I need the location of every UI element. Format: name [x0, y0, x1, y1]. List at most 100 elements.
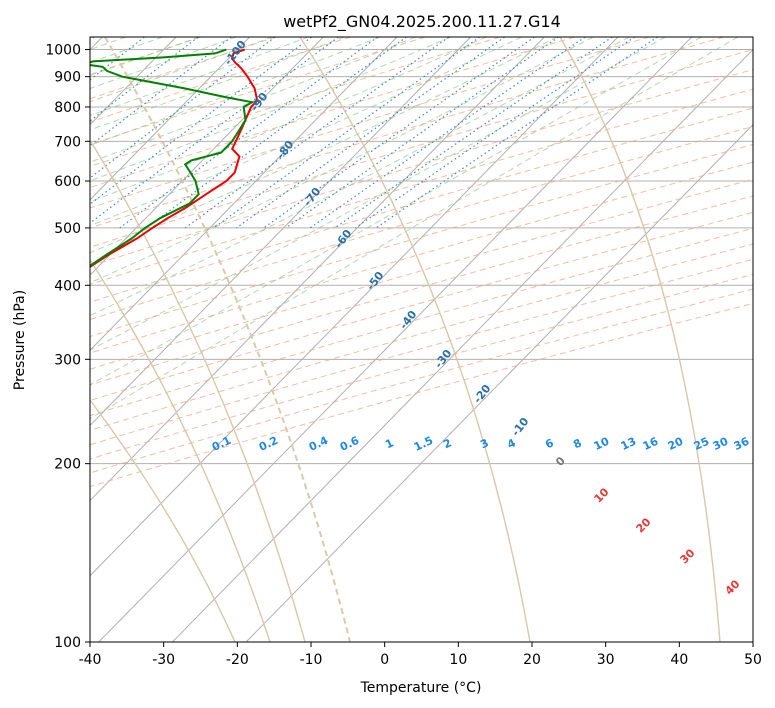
dry-adiabat-label: -30: [432, 347, 455, 371]
mixing-ratio-label: 13: [619, 435, 638, 453]
dry-adiabat-line: [90, 258, 753, 446]
moist-adiabat-label: 10: [592, 485, 612, 505]
dry-adiabat-line: [90, 273, 753, 460]
sounding-series: [90, 48, 259, 269]
isotherm-line: [90, 37, 398, 351]
dry-adiabat-line: [90, 37, 650, 209]
dry-adiabat-line: [90, 243, 753, 431]
moist-adiabat-line: [90, 37, 702, 386]
mixing-ratio-label: 0.2: [257, 434, 280, 454]
dry-adiabat-line: [90, 37, 725, 229]
mixing-ratio-line: [236, 37, 505, 229]
chart-title: wetPf2_GN04.2025.200.11.27.G14: [283, 12, 561, 32]
moist-adiabat-line: [90, 37, 522, 227]
dry-adiabat-line: [90, 195, 753, 386]
dry-adiabat-line: [90, 161, 753, 354]
moist-adiabat-line: [90, 37, 666, 351]
dry-adiabat-label: -60: [332, 227, 355, 251]
reference-curves: [90, 37, 721, 642]
dry-adiabat-line: [90, 288, 753, 474]
mixing-ratio-line: [184, 37, 450, 229]
plot-frame: [89, 36, 754, 643]
moist-adiabat-label: 40: [723, 577, 743, 597]
isotherm-line: [90, 37, 471, 427]
mixing-ratio-label: 4: [505, 436, 518, 451]
x-tick-label: 20: [523, 652, 541, 668]
mixing-ratio-label: 25: [692, 435, 711, 453]
dry-adiabat-line: [90, 37, 276, 100]
isotherm-lines: [90, 37, 753, 642]
mixing-ratio-line: [90, 37, 339, 224]
mixing-ratio-label: 0.1: [210, 434, 233, 454]
x-axis-label: Temperature (°C): [360, 680, 482, 696]
moist-adiabat-line: [90, 37, 630, 317]
isotherm-line: [98, 37, 692, 642]
x-tick-label: -20: [226, 652, 249, 668]
moist-adiabat-line: [90, 37, 487, 203]
mixing-ratio-lines: [90, 37, 658, 229]
dry-adiabat-line: [90, 302, 753, 488]
dry-adiabat-lines: [90, 37, 753, 488]
mixing-ratio-line: [90, 37, 95, 42]
dry-adiabat-label: -10: [509, 415, 532, 439]
x-tick-label: 50: [744, 652, 762, 668]
dry-adiabat-line: [90, 178, 753, 370]
dry-adiabat-line: [90, 144, 753, 338]
y-axis-label: Pressure (hPa): [12, 290, 28, 390]
reference-curve: [559, 37, 721, 642]
dry-adiabat-line: [90, 49, 753, 248]
mixing-ratio-line: [309, 37, 586, 229]
isotherm-line: [90, 37, 324, 276]
x-axis-ticks: -40 -30 -20 -10 0 10 20 30 40 50: [79, 642, 762, 668]
isotherm-line: [90, 37, 545, 502]
temperature-profile-line: [90, 48, 259, 269]
y-tick-label: 600: [54, 174, 81, 190]
mixing-ratio-label: 0.4: [307, 434, 330, 454]
y-tick-label: 500: [54, 221, 81, 237]
mixing-ratio-line: [375, 37, 658, 229]
mixing-ratio-line: [90, 37, 145, 81]
mixing-ratio-label: 16: [641, 435, 661, 453]
mixing-ratio-line: [334, 37, 613, 229]
moist-adiabat-line: [90, 37, 594, 284]
x-tick-label: -10: [300, 652, 323, 668]
isotherm-line: [90, 37, 250, 201]
moist-adiabat-lines: [90, 37, 739, 420]
mixing-ratio-line: [90, 37, 199, 122]
dry-adiabat-label: -20: [471, 382, 494, 406]
mixing-ratio-label: 6: [543, 436, 556, 451]
dry-adiabat-label: -50: [364, 269, 387, 293]
y-tick-label: 1000: [45, 43, 81, 59]
x-tick-label: 30: [597, 652, 615, 668]
isotherm-line: [245, 124, 753, 642]
dry-adiabat-line: [90, 126, 753, 321]
reference-curve: [90, 399, 236, 642]
mixing-ratio-line: [285, 37, 559, 229]
moist-adiabat-line: [90, 37, 381, 146]
mixing-ratio-label: 2: [441, 436, 453, 451]
x-tick-label: -30: [152, 652, 175, 668]
mixing-ratio-label: 30: [711, 435, 731, 453]
mixing-ratio-label: 1: [383, 436, 395, 451]
moist-adiabat-label: 20: [634, 515, 654, 535]
y-tick-label: 100: [54, 635, 81, 651]
mixing-ratio-line: [213, 37, 481, 229]
isotherm-line: [90, 37, 619, 577]
isotherm-line: [172, 48, 753, 642]
y-tick-label: 200: [54, 457, 81, 473]
moist-adiabat-label: 0: [553, 454, 568, 469]
moist-adiabat-line: [90, 37, 200, 76]
y-tick-label: 300: [54, 352, 81, 368]
dry-adiabat-line: [90, 37, 501, 167]
mixing-ratio-label: 8: [571, 436, 583, 451]
mixing-ratio-line: [263, 37, 535, 229]
y-axis-ticks: 1000 900 800 700 600 500 400 300 200 100: [45, 43, 90, 651]
reference-curve: [90, 139, 306, 642]
reference-curve: [299, 37, 531, 642]
mixing-ratio-label: 36: [732, 435, 752, 453]
moist-adiabat-line: [90, 37, 451, 182]
mixing-ratio-label: 20: [666, 435, 686, 453]
dry-adiabat-line: [90, 37, 426, 146]
dry-adiabat-line: [90, 88, 753, 285]
